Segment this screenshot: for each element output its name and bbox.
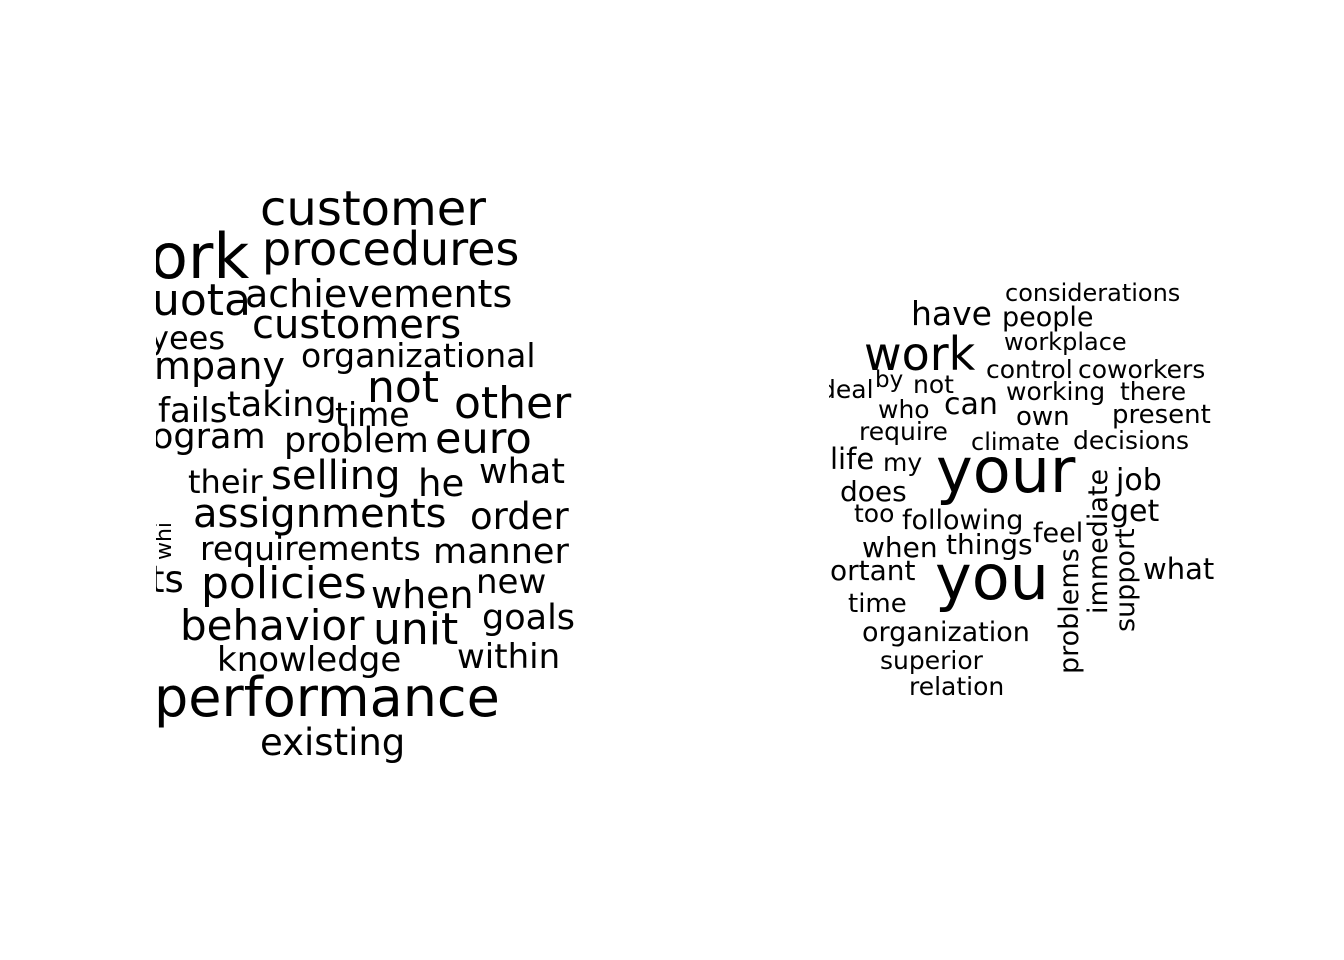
word: people bbox=[1002, 302, 1094, 333]
word: job bbox=[1116, 463, 1162, 498]
word: time bbox=[848, 589, 907, 619]
word: problem bbox=[284, 421, 429, 461]
word: behavior bbox=[180, 601, 365, 650]
word: mpany bbox=[156, 344, 285, 388]
word: things bbox=[946, 528, 1033, 561]
word: not bbox=[367, 362, 440, 413]
word: what bbox=[1143, 552, 1215, 586]
word: by bbox=[875, 367, 904, 393]
word: my bbox=[883, 448, 923, 477]
word: ogram bbox=[156, 417, 266, 457]
word: customer bbox=[260, 181, 487, 237]
word: work bbox=[864, 327, 976, 381]
word: when bbox=[371, 573, 474, 617]
word: when bbox=[862, 531, 938, 564]
word: knowledge bbox=[217, 640, 402, 680]
word: coworkers bbox=[1078, 355, 1206, 384]
word: within bbox=[457, 637, 561, 677]
word: working bbox=[1006, 377, 1106, 406]
word: problems bbox=[1054, 548, 1085, 674]
word: life bbox=[830, 442, 875, 476]
word: uota bbox=[156, 275, 252, 326]
word: does bbox=[840, 475, 907, 508]
word: selling bbox=[271, 453, 401, 499]
word: whi bbox=[156, 521, 177, 560]
word: can bbox=[944, 387, 998, 422]
word: your bbox=[936, 434, 1076, 507]
word: own bbox=[1016, 402, 1070, 432]
word: considerations bbox=[1005, 279, 1181, 307]
word: control bbox=[986, 355, 1073, 384]
word: yees bbox=[156, 319, 225, 357]
word: ts bbox=[156, 558, 184, 601]
word: order bbox=[470, 495, 569, 538]
word: what bbox=[479, 452, 565, 492]
word: too bbox=[854, 499, 895, 528]
word: decisions bbox=[1073, 426, 1190, 455]
word: immediate bbox=[1083, 468, 1114, 614]
word: workplace bbox=[1004, 328, 1127, 356]
word: have bbox=[911, 294, 992, 333]
word: not bbox=[913, 370, 954, 399]
word: get bbox=[1110, 494, 1160, 529]
word: organizational bbox=[301, 336, 536, 375]
word: following bbox=[902, 505, 1024, 536]
word: performance bbox=[156, 666, 500, 729]
word: deal bbox=[829, 375, 874, 404]
word-cloud-right: considerations have people workplace wor… bbox=[829, 270, 1229, 710]
word: fails bbox=[158, 391, 228, 431]
word: superior bbox=[880, 646, 983, 675]
word: manner bbox=[433, 532, 569, 572]
word: climate bbox=[971, 428, 1060, 456]
word: requirements bbox=[200, 529, 421, 568]
word: ork bbox=[156, 220, 250, 293]
word: achievements bbox=[245, 272, 513, 316]
word: other bbox=[454, 378, 572, 429]
word: new bbox=[476, 562, 547, 602]
word: goals bbox=[482, 598, 576, 638]
word: require bbox=[859, 417, 948, 446]
word: customers bbox=[252, 302, 462, 348]
word: support bbox=[1110, 528, 1141, 632]
word: assignments bbox=[193, 491, 447, 537]
word-cloud-left: customer procedures ork uota achievement… bbox=[156, 160, 586, 800]
word: taking bbox=[227, 385, 337, 425]
word: ortant bbox=[830, 554, 916, 587]
word: there bbox=[1120, 377, 1187, 406]
word: feel bbox=[1033, 518, 1084, 549]
word: euro bbox=[435, 414, 532, 464]
word: policies bbox=[201, 558, 367, 609]
word: who bbox=[878, 395, 930, 424]
word: procedures bbox=[262, 222, 520, 276]
word: time bbox=[335, 395, 410, 434]
word: he bbox=[418, 462, 465, 505]
word: their bbox=[188, 463, 263, 501]
word: organization bbox=[862, 617, 1030, 648]
word: relation bbox=[909, 672, 1005, 701]
word: present bbox=[1112, 400, 1211, 430]
word: unit bbox=[373, 604, 459, 655]
word: you bbox=[935, 541, 1049, 614]
word: existing bbox=[260, 721, 406, 764]
